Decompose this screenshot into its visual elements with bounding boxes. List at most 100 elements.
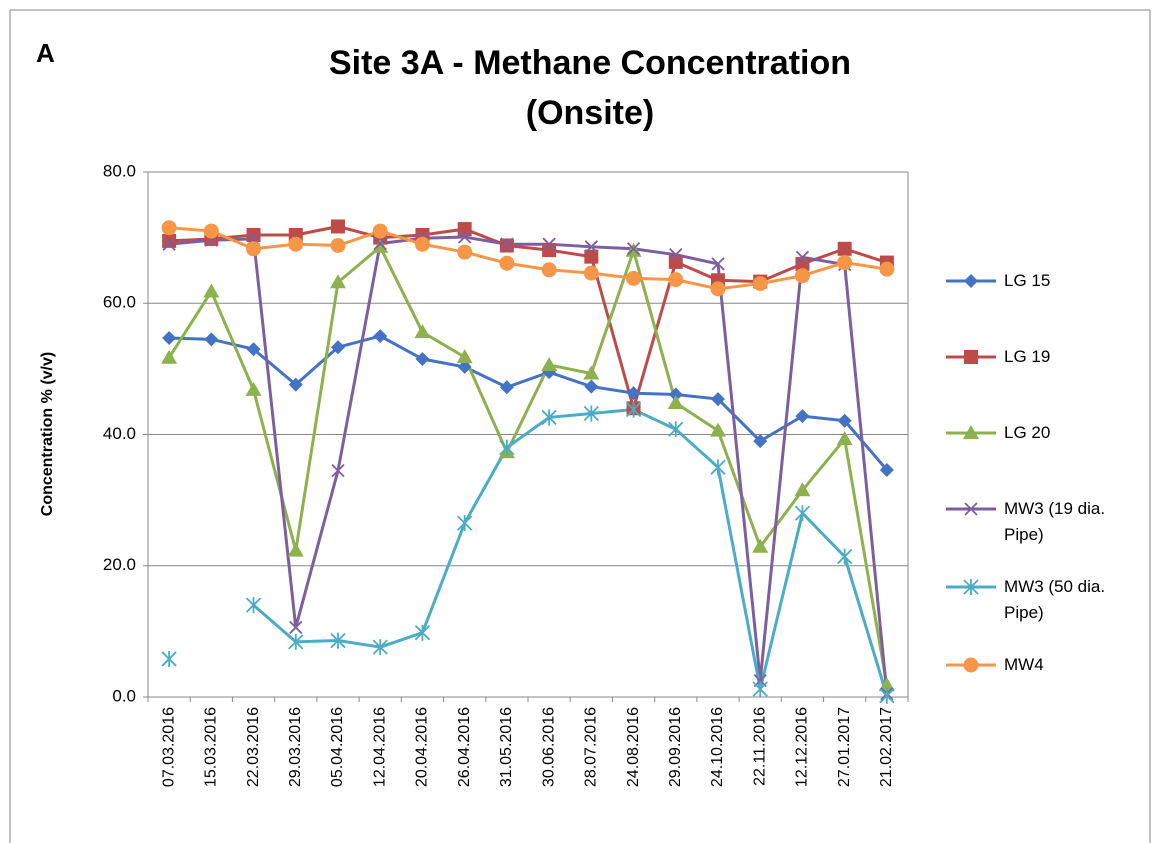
marker	[288, 377, 303, 392]
y-tick-label: 60.0	[103, 293, 136, 312]
marker	[879, 687, 895, 704]
marker	[879, 462, 894, 477]
marker	[669, 248, 683, 262]
chart-frame	[9, 9, 1151, 843]
x-tick-label: 20.04.2016	[414, 707, 431, 787]
marker	[245, 597, 262, 614]
marker	[583, 365, 600, 380]
marker	[541, 409, 557, 426]
legend-label: LG 19	[1004, 347, 1051, 366]
marker	[710, 422, 726, 437]
x-tick-label: 27.01.2017	[836, 707, 853, 787]
legend-item: LG 15	[944, 268, 1144, 294]
legend-label: MW3 (50 dia. Pipe)	[1004, 577, 1106, 622]
series-line	[168, 226, 888, 291]
marker	[458, 230, 472, 244]
x-tick-label: 12.04.2016	[371, 707, 388, 787]
x-tick-label: 31.05.2016	[498, 707, 515, 787]
marker	[837, 255, 853, 271]
series-line	[168, 235, 889, 694]
marker	[331, 463, 345, 478]
x-tick-label: 30.06.2016	[540, 707, 557, 787]
marker	[246, 228, 261, 242]
x-tick-label: 12.12.2016	[794, 707, 811, 787]
y-tick-label: 40.0	[103, 424, 136, 443]
marker	[330, 274, 346, 289]
marker	[288, 633, 304, 650]
legend-swatch	[946, 425, 996, 439]
marker	[964, 350, 978, 364]
marker	[837, 241, 852, 256]
marker	[753, 434, 768, 449]
legend-swatch	[946, 274, 996, 288]
x-tick-label: 07.03.2016	[160, 707, 177, 787]
marker	[668, 254, 683, 269]
y-axis-label: Concentration % (v/v)	[39, 352, 56, 516]
x-tick-label: 29.09.2016	[667, 707, 684, 787]
y-tick-label: 0.0	[112, 686, 136, 705]
marker	[626, 242, 641, 256]
series-line	[169, 224, 888, 414]
x-tick-label: 29.03.2016	[287, 707, 304, 787]
marker	[584, 249, 599, 264]
marker	[584, 379, 599, 394]
marker	[330, 238, 346, 253]
x-tick-label: 15.03.2016	[203, 707, 220, 787]
marker	[330, 632, 346, 649]
marker	[289, 620, 303, 635]
marker	[668, 387, 683, 402]
marker	[878, 677, 895, 692]
marker	[752, 276, 768, 292]
marker	[287, 542, 304, 557]
marker	[668, 272, 684, 288]
marker	[372, 223, 388, 239]
marker	[794, 505, 811, 522]
series-line	[252, 408, 889, 697]
marker	[794, 268, 810, 284]
marker	[457, 359, 472, 374]
legend-label: MW3 (19 dia. Pipe)	[1004, 499, 1106, 544]
marker	[583, 265, 599, 281]
marker	[668, 421, 684, 438]
legend-swatch	[946, 579, 996, 595]
marker	[331, 219, 345, 234]
chart-title: Site 3A - Methane Concentration (Onsite)	[328, 44, 852, 132]
marker	[499, 238, 514, 253]
marker	[245, 381, 262, 396]
legend-label: MW4	[1004, 655, 1044, 674]
marker	[499, 439, 515, 456]
marker	[288, 236, 304, 252]
marker	[162, 331, 177, 346]
marker	[456, 349, 473, 364]
marker	[752, 681, 768, 698]
legend-item: MW3 (19 dia. Pipe)	[944, 496, 1134, 548]
marker	[963, 657, 979, 673]
x-tick-label: 24.08.2016	[625, 707, 642, 787]
marker	[541, 262, 557, 278]
marker	[583, 405, 599, 422]
marker	[837, 548, 853, 565]
marker	[162, 237, 176, 251]
marker	[246, 241, 262, 257]
marker	[964, 502, 978, 516]
marker	[372, 238, 389, 253]
marker	[500, 237, 514, 251]
marker	[414, 236, 430, 252]
x-tick-label: 21.02.2017	[878, 707, 895, 787]
marker	[203, 223, 219, 239]
marker	[457, 515, 473, 532]
marker	[963, 579, 979, 595]
x-tick-label: 28.07.2016	[583, 707, 600, 787]
marker	[414, 324, 431, 339]
marker	[161, 650, 177, 667]
legend-swatch	[946, 350, 996, 364]
legend-item: LG 20	[944, 420, 1144, 446]
x-tick-label: 22.03.2016	[245, 707, 262, 787]
y-tick-label: 80.0	[103, 161, 136, 180]
marker	[794, 482, 811, 497]
series-line	[167, 244, 889, 686]
panel-label: A	[36, 38, 55, 68]
marker	[414, 624, 431, 641]
